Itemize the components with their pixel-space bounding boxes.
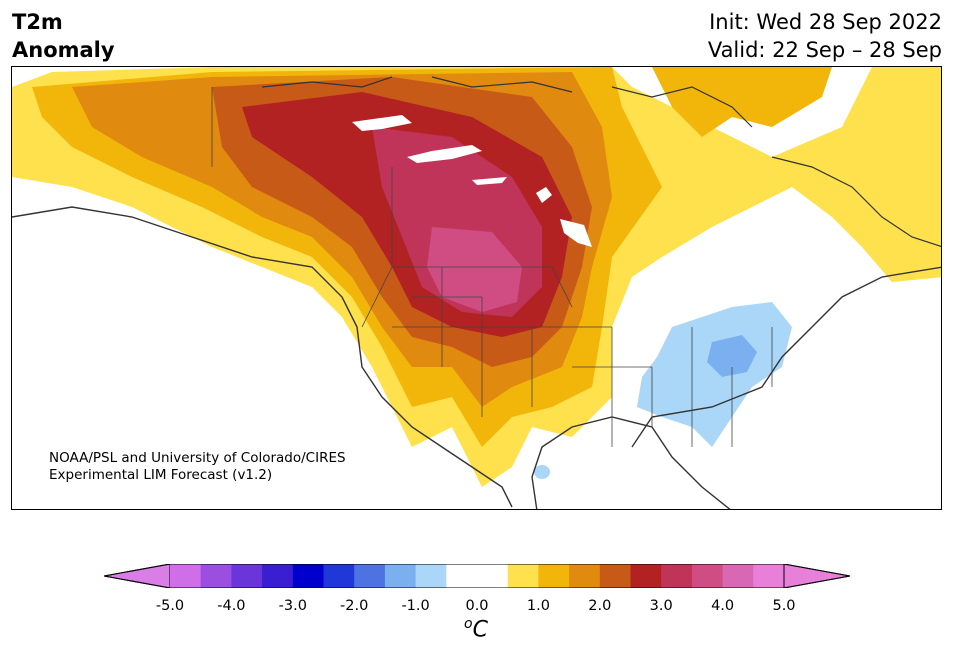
colorbar-unit: oC [464,616,488,642]
colorbar-bin [538,564,570,588]
credit-line-1: NOAA/PSL and University of Colorado/CIRE… [49,450,346,466]
anomaly-region-minus-1-5c [707,335,757,377]
colorbar-tick-label: 3.0 [649,598,673,614]
colorbar-bin [507,564,539,588]
colorbar-tick-label: -4.0 [217,598,246,614]
colorbar-tick-label: -1.0 [401,598,430,614]
anomaly-region-2c-east [652,67,832,137]
colorbar-bin [384,564,417,588]
colorbar-bin [630,564,662,588]
anomaly-region-minus-1c [637,302,792,447]
colorbar-bin [446,564,478,588]
colorbar-bin [323,564,355,588]
colorbar-bin [415,564,447,588]
lake-shape [536,187,552,203]
colorbar-tick-label: 2.0 [588,598,612,614]
state-borders [211,87,773,447]
anomaly-map-svg [12,67,941,509]
map-title: T2m Anomaly [12,8,115,64]
title-line-2: Anomaly [12,38,115,62]
colorbar-bin [691,564,724,588]
colorbar-tick-label: 4.0 [711,598,735,614]
colorbar-bin [661,564,693,588]
colorbar-tick-label: -5.0 [155,598,185,614]
colorbar-bin [262,564,294,588]
colorbar-bin [231,564,263,588]
colorbar-over-arrow [783,564,850,588]
colorbar-bin [292,564,324,588]
colorbar-bin [722,564,754,588]
colorbar-bin [477,564,509,588]
colorbar-tick-label: 5.0 [772,598,796,614]
colorbar-bin [753,564,785,588]
colorbar [104,564,850,588]
colorbar-bin [569,564,601,588]
valid-range: Valid: 22 Sep – 28 Sep [707,38,942,62]
colorbar-under-arrow [104,564,171,588]
lake-shape [560,219,592,247]
map-credit: NOAA/PSL and University of Colorado/CIRE… [49,450,346,484]
anomaly-region-minus-1c-mexico [534,465,550,479]
anomaly-region-4-5c [427,227,522,312]
title-line-1: T2m [12,10,63,34]
colorbar-tick-label: -2.0 [340,598,369,614]
forecast-dates: Init: Wed 28 Sep 2022 Valid: 22 Sep – 28… [708,8,942,64]
unit-degree: o [464,616,473,632]
colorbar-bin [200,564,232,588]
lake-shape [352,115,412,131]
colorbar-tick-label: 1.0 [526,598,550,614]
lake-shape [472,177,507,185]
credit-line-2: Experimental LIM Forecast (v1.2) [49,467,273,483]
anomaly-map [11,66,942,510]
unit-letter: C [472,617,488,643]
colorbar-bin [354,564,386,588]
colorbar-tick-label: 0.0 [465,598,489,614]
colorbar-bin [599,564,631,588]
colorbar-bin [170,564,202,588]
coastline-north [261,76,941,247]
colorbar-tick-label: -3.0 [278,598,307,614]
lake-shape [407,145,482,163]
init-date: Init: Wed 28 Sep 2022 [709,10,942,34]
